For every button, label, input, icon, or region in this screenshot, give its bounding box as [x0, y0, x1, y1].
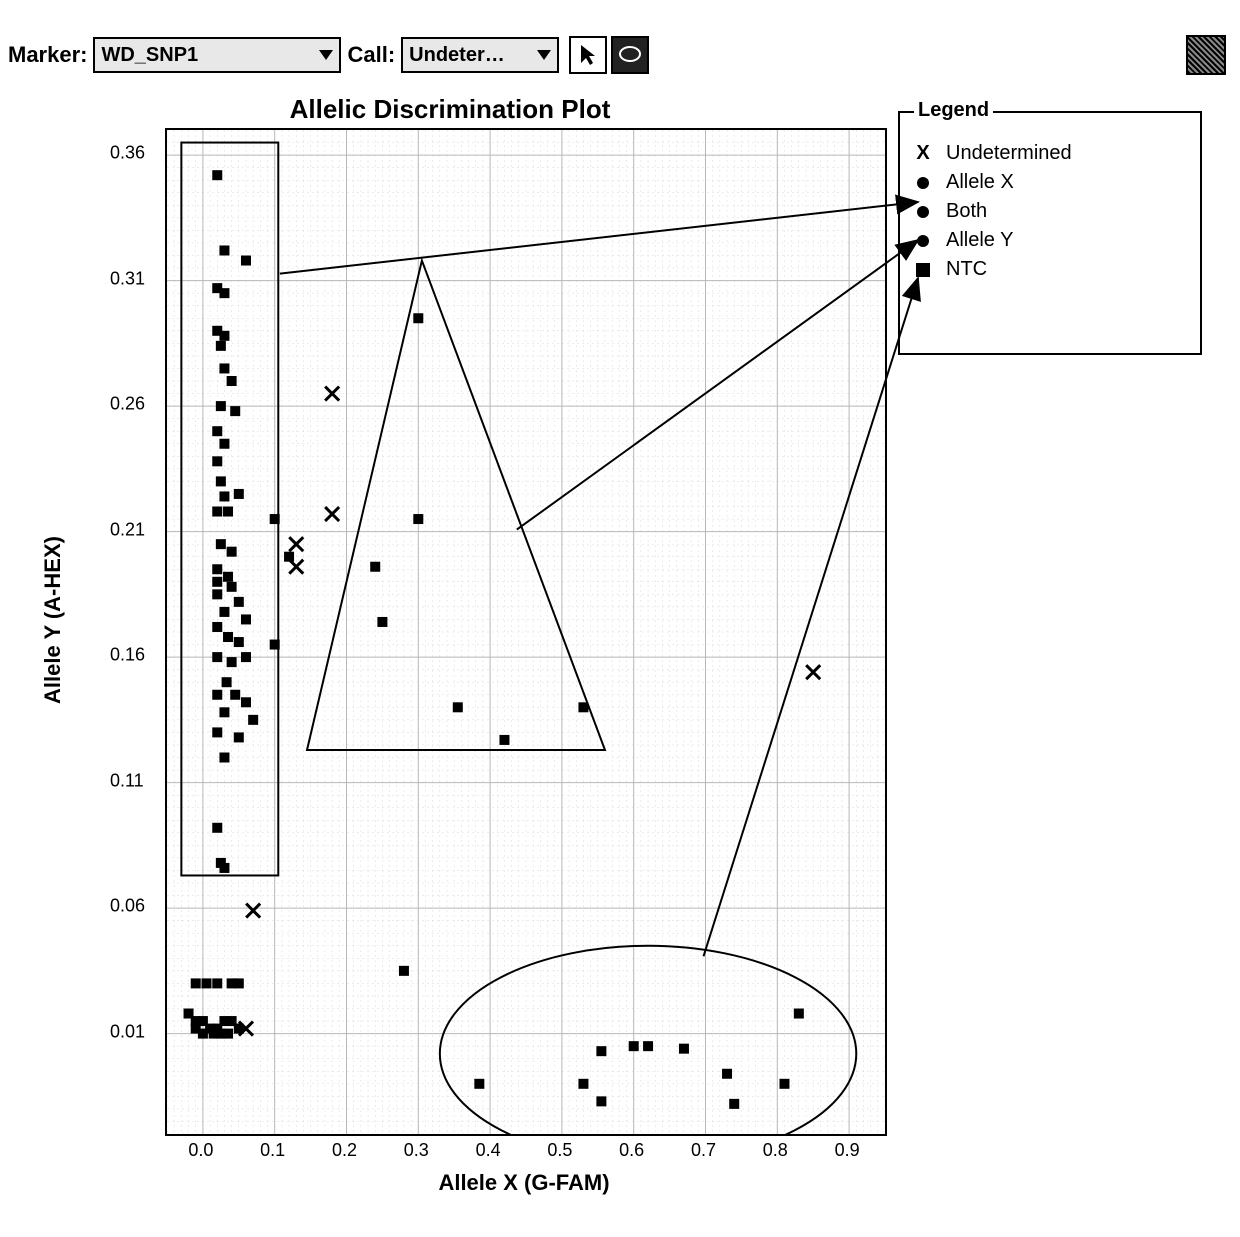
plot-canvas [167, 130, 885, 1134]
lasso-icon [618, 45, 642, 65]
y-tick-label: 0.01 [110, 1021, 145, 1042]
pointer-icon [578, 43, 598, 67]
legend-title: Legend [914, 99, 993, 122]
legend: Legend XUndeterminedAllele XBothAllele Y… [898, 111, 1202, 355]
x-tick-label: 0.0 [188, 1140, 213, 1161]
legend-item-label: Undetermined [946, 142, 1072, 165]
x-tick-label: 0.3 [404, 1140, 429, 1161]
pointer-tool-button[interactable] [569, 36, 607, 74]
x-tick-label: 0.5 [547, 1140, 572, 1161]
x-axis-title: Allele X (G-FAM) [165, 1170, 883, 1196]
legend-item-label: Both [946, 200, 987, 223]
x-tick-label: 0.2 [332, 1140, 357, 1161]
x-marker-icon: X [910, 142, 936, 165]
legend-item[interactable]: NTC [910, 258, 1190, 281]
x-tick-label: 0.1 [260, 1140, 285, 1161]
y-tick-label: 0.36 [110, 143, 145, 164]
lasso-tool-button[interactable] [611, 36, 649, 74]
chart-title: Allelic Discrimination Plot [0, 94, 900, 125]
y-tick-label: 0.11 [110, 770, 144, 791]
call-label: Call: [347, 42, 395, 68]
toolbar: Marker: WD_SNP1 Call: Undeter… [8, 35, 1232, 75]
settings-icon[interactable] [1186, 35, 1226, 75]
legend-item[interactable]: X Undetermined [910, 142, 1190, 165]
call-select[interactable]: Undeter… [401, 37, 559, 73]
y-tick-label: 0.06 [110, 896, 145, 917]
x-tick-label: 0.8 [763, 1140, 788, 1161]
legend-item-label: Allele X [946, 171, 1014, 194]
marker-label: Marker: [8, 42, 87, 68]
legend-item[interactable]: Allele X [910, 171, 1190, 194]
legend-item-label: NTC [946, 258, 987, 281]
scatter-plot[interactable] [165, 128, 887, 1136]
marker-select[interactable]: WD_SNP1 [93, 37, 341, 73]
y-tick-label: 0.16 [110, 645, 145, 666]
chevron-down-icon [319, 50, 333, 60]
y-axis-title: Allele Y (A-HEX) [40, 536, 66, 704]
circle-marker-icon [910, 235, 936, 247]
y-tick-label: 0.21 [110, 519, 145, 540]
y-tick-label: 0.31 [110, 268, 145, 289]
circle-marker-icon [910, 177, 936, 189]
x-tick-label: 0.6 [619, 1140, 644, 1161]
legend-item[interactable]: Both [910, 200, 1190, 223]
x-tick-label: 0.7 [691, 1140, 716, 1161]
marker-select-value: WD_SNP1 [101, 44, 311, 67]
circle-marker-icon [910, 206, 936, 218]
legend-item[interactable]: Allele Y [910, 229, 1190, 252]
chevron-down-icon [537, 50, 551, 60]
call-select-value: Undeter… [409, 44, 529, 67]
y-tick-label: 0.26 [110, 394, 145, 415]
x-tick-label: 0.4 [476, 1140, 501, 1161]
square-marker-icon [910, 263, 936, 277]
x-tick-label: 0.9 [835, 1140, 860, 1161]
legend-item-label: Allele Y [946, 229, 1013, 252]
